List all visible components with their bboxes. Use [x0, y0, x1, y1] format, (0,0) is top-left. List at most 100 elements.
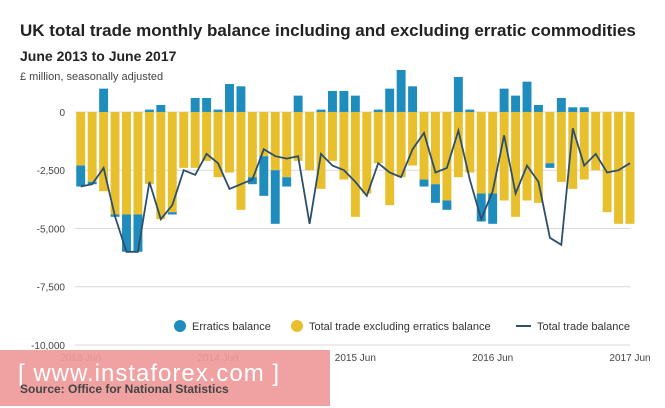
bar-excluding-erratics [385, 111, 395, 206]
bar-excluding-erratics [476, 111, 486, 194]
bar-excluding-erratics [453, 111, 463, 178]
bar-erratics [122, 214, 131, 252]
bar-erratics [133, 214, 143, 252]
bar-excluding-erratics [614, 111, 624, 224]
legend-swatch-excluding [291, 320, 303, 332]
bar-excluding-erratics [144, 111, 154, 185]
x-tick-label: 2016 Jun [472, 353, 513, 364]
bar-excluding-erratics [602, 111, 612, 213]
bar-excluding-erratics [339, 111, 349, 180]
legend-label-total: Total trade balance [537, 321, 630, 333]
bar-erratics [556, 97, 566, 112]
bar-excluding-erratics [282, 111, 292, 178]
bar-excluding-erratics [350, 111, 360, 217]
bar-erratics [442, 200, 452, 210]
y-tick-label: 0 [59, 108, 65, 119]
bar-erratics [328, 90, 337, 112]
legend-swatch-erratics [174, 320, 186, 332]
bar-erratics [213, 109, 223, 112]
bar-erratics [350, 95, 360, 112]
bar-excluding-erratics [133, 111, 143, 215]
bar-erratics [76, 165, 86, 187]
bar-excluding-erratics [167, 111, 177, 213]
bar-excluding-erratics [591, 111, 601, 171]
bar-excluding-erratics [190, 111, 200, 168]
bar-erratics [579, 107, 589, 112]
bar-erratics [259, 156, 269, 196]
bar-excluding-erratics [293, 111, 303, 161]
bar-excluding-erratics [122, 111, 131, 215]
bar-excluding-erratics [488, 111, 498, 194]
y-tick-label: -2,500 [37, 166, 66, 177]
bar-excluding-erratics [579, 111, 589, 180]
bar-excluding-erratics [419, 111, 429, 180]
y-tick-label: -5,000 [37, 224, 66, 235]
bar-erratics [476, 193, 486, 222]
bar-erratics [293, 95, 303, 112]
bar-excluding-erratics [156, 111, 166, 220]
bar-erratics [465, 109, 475, 112]
bar-erratics [522, 81, 532, 112]
bar-erratics [99, 88, 109, 112]
bar-excluding-erratics [76, 111, 86, 166]
bar-erratics [247, 177, 257, 185]
bar-erratics [282, 177, 292, 187]
bar-erratics [236, 86, 246, 112]
bar-excluding-erratics [465, 111, 475, 173]
unit-label: £ million, seasonally adjusted [20, 71, 164, 83]
bar-erratics [316, 109, 326, 112]
bar-erratics [511, 95, 521, 112]
bar-excluding-erratics [247, 111, 257, 178]
bar-excluding-erratics [202, 111, 212, 161]
chart-title: UK total trade monthly balance including… [20, 21, 636, 40]
x-tick-label: 2015 Jun [335, 353, 376, 364]
bar-excluding-erratics [213, 111, 223, 178]
bar-excluding-erratics [522, 111, 532, 201]
bar-excluding-erratics [99, 111, 109, 192]
watermark-banner: [ www.instaforex.com ] [0, 350, 330, 406]
y-tick-label: -7,500 [37, 283, 66, 294]
bar-excluding-erratics [362, 111, 372, 194]
bar-excluding-erratics [179, 111, 189, 168]
bar-excluding-erratics [328, 111, 337, 161]
bar-erratics [190, 97, 200, 112]
bar-erratics [419, 179, 429, 187]
bar-erratics [488, 193, 498, 224]
bar-excluding-erratics [373, 111, 383, 164]
bar-erratics [144, 109, 154, 112]
bar-excluding-erratics [396, 111, 406, 178]
bar-excluding-erratics [305, 111, 315, 171]
watermark-text: [ www.instaforex.com ] [18, 360, 281, 387]
bar-excluding-erratics [270, 111, 280, 171]
bar-excluding-erratics [625, 111, 635, 224]
legend-label-erratics: Erratics balance [192, 321, 271, 333]
y-tick-label: -10,000 [31, 341, 65, 352]
bar-excluding-erratics [225, 111, 234, 173]
bar-excluding-erratics [511, 111, 521, 217]
bar-erratics [568, 107, 578, 112]
bar-erratics [373, 109, 383, 112]
bar-erratics [453, 76, 463, 112]
chart-subtitle: June 2013 to June 2017 [20, 48, 177, 64]
bar-erratics [270, 170, 280, 224]
bar-excluding-erratics [431, 111, 440, 185]
bar-erratics [396, 70, 406, 112]
bar-excluding-erratics [87, 111, 97, 182]
legend-label-excluding: Total trade excluding erratics balance [309, 321, 491, 333]
bar-erratics [408, 86, 418, 112]
bar-excluding-erratics [316, 111, 326, 189]
bar-excluding-erratics [110, 111, 120, 215]
bar-excluding-erratics [408, 111, 418, 166]
bar-erratics [533, 104, 543, 112]
bar-erratics [499, 88, 509, 112]
bar-excluding-erratics [236, 111, 246, 210]
bar-erratics [431, 184, 440, 203]
bar-erratics [167, 212, 177, 215]
bar-excluding-erratics [545, 111, 555, 164]
bar-erratics [225, 83, 234, 112]
bar-erratics [385, 88, 395, 112]
bar-erratics [156, 104, 166, 112]
bar-excluding-erratics [259, 111, 269, 157]
bar-excluding-erratics [533, 111, 543, 203]
